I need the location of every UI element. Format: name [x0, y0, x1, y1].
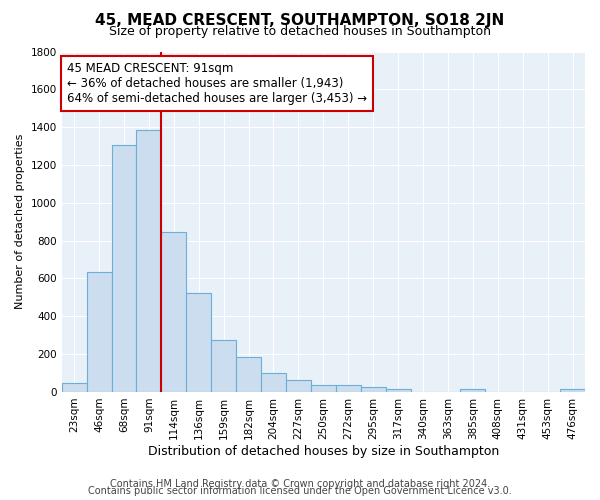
Bar — [112, 145, 136, 392]
Bar — [386, 388, 410, 392]
Bar — [311, 386, 336, 392]
Bar — [86, 272, 112, 392]
Bar — [460, 388, 485, 392]
Bar — [62, 382, 86, 392]
Bar — [261, 373, 286, 392]
Bar — [211, 340, 236, 392]
Text: Contains HM Land Registry data © Crown copyright and database right 2024.: Contains HM Land Registry data © Crown c… — [110, 479, 490, 489]
Bar — [186, 292, 211, 392]
Text: 45 MEAD CRESCENT: 91sqm
← 36% of detached houses are smaller (1,943)
64% of semi: 45 MEAD CRESCENT: 91sqm ← 36% of detache… — [67, 62, 367, 104]
Bar — [236, 357, 261, 392]
X-axis label: Distribution of detached houses by size in Southampton: Distribution of detached houses by size … — [148, 444, 499, 458]
Bar — [361, 386, 386, 392]
Text: 45, MEAD CRESCENT, SOUTHAMPTON, SO18 2JN: 45, MEAD CRESCENT, SOUTHAMPTON, SO18 2JN — [95, 12, 505, 28]
Bar — [286, 380, 311, 392]
Bar — [560, 389, 585, 392]
Bar — [161, 232, 186, 392]
Y-axis label: Number of detached properties: Number of detached properties — [15, 134, 25, 310]
Text: Contains public sector information licensed under the Open Government Licence v3: Contains public sector information licen… — [88, 486, 512, 496]
Bar — [336, 386, 361, 392]
Text: Size of property relative to detached houses in Southampton: Size of property relative to detached ho… — [109, 25, 491, 38]
Bar — [136, 130, 161, 392]
